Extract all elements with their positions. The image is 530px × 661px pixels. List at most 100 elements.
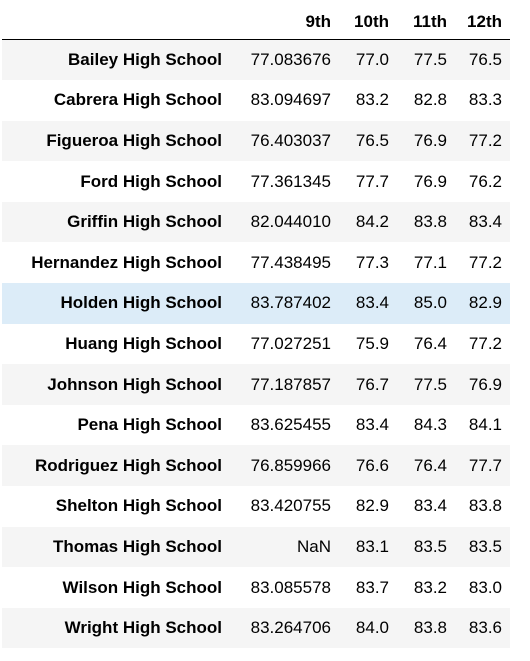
row-index-school: Rodriguez High School — [35, 455, 222, 475]
row-index-school: Pena High School — [77, 415, 222, 435]
cell-11th: 85.0 — [413, 293, 447, 313]
cell-11th: 82.8 — [413, 90, 447, 110]
cell-9th: 83.625455 — [250, 415, 331, 435]
row-index-school: Thomas High School — [52, 536, 222, 556]
row-index-school: Wilson High School — [62, 577, 222, 597]
cell-9th: 83.420755 — [250, 496, 331, 516]
table-header: 9th 10th 11th 12th — [2, 5, 510, 40]
cell-11th: 83.8 — [413, 212, 447, 232]
cell-10th: 83.1 — [355, 536, 389, 556]
cell-11th: 83.8 — [413, 618, 447, 638]
cell-10th: 83.7 — [355, 577, 389, 597]
cell-10th: 84.2 — [355, 212, 389, 232]
cell-11th: 84.3 — [413, 415, 447, 435]
table-row: Johnson High School 77.187857 76.7 77.5 76.9 — [2, 364, 510, 405]
cell-11th: 77.5 — [413, 50, 447, 70]
cell-12th: 83.6 — [468, 618, 502, 638]
cell-12th: 83.3 — [468, 90, 502, 110]
cell-11th: 77.5 — [413, 374, 447, 394]
cell-12th: 82.9 — [468, 293, 502, 313]
table-row: Griffin High School 82.044010 84.2 83.8 83.4 — [2, 201, 510, 243]
cell-9th: 76.859966 — [250, 455, 331, 475]
cell-10th: 84.0 — [355, 618, 389, 638]
table-row: Rodriguez High School 76.859966 76.6 76.4 77… — [2, 445, 510, 487]
row-index-school: Johnson High School — [47, 374, 222, 394]
scores-by-grade-table: 9th 10th 11th 12th Bailey High School 77.… — [2, 5, 510, 649]
cell-10th: 76.7 — [355, 374, 389, 394]
cell-9th: 83.094697 — [250, 90, 331, 110]
cell-9th: 77.083676 — [250, 50, 331, 70]
table-row: Bailey High School 77.083676 77.0 77.5 76.5 — [2, 39, 510, 81]
cell-12th: 83.8 — [468, 496, 502, 516]
cell-12th: 77.2 — [468, 130, 502, 150]
column-header-9th: 9th — [230, 5, 339, 40]
cell-9th: 83.787402 — [250, 293, 331, 313]
cell-10th: 83.4 — [355, 415, 389, 435]
table-row: Shelton High School 83.420755 82.9 83.4 83.8 — [2, 486, 510, 527]
cell-12th: 76.9 — [468, 374, 502, 394]
table-row: Huang High School 77.027251 75.9 76.4 77.2 — [2, 324, 510, 365]
cell-9th: 83.264706 — [250, 618, 331, 638]
cell-9th: 77.027251 — [250, 333, 331, 353]
row-index-school: Griffin High School — [67, 212, 222, 232]
cell-9th: 77.438495 — [250, 252, 331, 272]
cell-11th: 77.1 — [413, 252, 447, 272]
cell-11th: 76.4 — [413, 333, 447, 353]
index-header — [2, 5, 230, 40]
column-header-10th: 10th — [339, 5, 397, 40]
cell-11th: 76.4 — [413, 455, 447, 475]
cell-12th: 83.4 — [468, 212, 502, 232]
cell-12th: 83.5 — [468, 536, 502, 556]
row-index-school: Ford High School — [80, 171, 222, 191]
cell-10th: 77.7 — [355, 171, 389, 191]
table-row: Cabrera High School 83.094697 83.2 82.8 83.3 — [2, 80, 510, 121]
cell-12th: 84.1 — [468, 415, 502, 435]
cell-10th: 75.9 — [355, 333, 389, 353]
row-index-school: Cabrera High School — [53, 90, 222, 110]
header-row: 9th 10th 11th 12th — [2, 5, 510, 40]
row-index-school: Huang High School — [65, 333, 222, 353]
cell-12th: 76.5 — [468, 50, 502, 70]
cell-10th: 82.9 — [355, 496, 389, 516]
row-index-school: Shelton High School — [55, 496, 222, 516]
cell-11th: 76.9 — [413, 130, 447, 150]
cell-12th: 77.7 — [468, 455, 502, 475]
cell-10th: 83.2 — [355, 90, 389, 110]
table-row: Wright High School 83.264706 84.0 83.8 83.6 — [2, 607, 510, 649]
cell-11th: 83.5 — [413, 536, 447, 556]
cell-9th: NaN — [296, 536, 331, 556]
cell-10th: 77.3 — [355, 252, 389, 272]
row-index-school: Holden High School — [60, 293, 223, 313]
cell-12th: 76.2 — [468, 171, 502, 191]
cell-12th: 77.2 — [468, 333, 502, 353]
cell-11th: 83.4 — [413, 496, 447, 516]
table-body: Bailey High School 77.083676 77.0 77.5 76.5 C… — [2, 39, 510, 649]
table-row: Hernandez High School 77.438495 77.3 77.1 77… — [2, 242, 510, 283]
table-row: Figueroa High School 76.403037 76.5 76.9 77.… — [2, 120, 510, 162]
column-header-11th: 11th — [397, 5, 455, 40]
cell-10th: 76.5 — [355, 130, 389, 150]
column-header-12th: 12th — [455, 5, 510, 40]
table-row: Ford High School 77.361345 77.7 76.9 76.2 — [2, 161, 510, 202]
cell-9th: 82.044010 — [250, 212, 331, 232]
cell-11th: 83.2 — [413, 577, 447, 597]
cell-9th: 83.085578 — [250, 577, 331, 597]
cell-11th: 76.9 — [413, 171, 447, 191]
cell-12th: 83.0 — [468, 577, 502, 597]
table-row: Holden High School 83.787402 83.4 85.0 82.9 — [2, 283, 510, 324]
cell-10th: 77.0 — [355, 50, 389, 70]
row-index-school: Hernandez High School — [31, 252, 222, 272]
table-row: Wilson High School 83.085578 83.7 83.2 83.0 — [2, 567, 510, 608]
cell-9th: 76.403037 — [250, 130, 331, 150]
cell-9th: 77.361345 — [250, 171, 331, 191]
table-row: Thomas High School NaN 83.1 83.5 83.5 — [2, 526, 510, 568]
row-index-school: Bailey High School — [68, 50, 222, 70]
table-row: Pena High School 83.625455 83.4 84.3 84.1 — [2, 405, 510, 446]
cell-10th: 76.6 — [355, 455, 389, 475]
cell-10th: 83.4 — [355, 293, 389, 313]
row-index-school: Figueroa High School — [46, 130, 222, 150]
cell-9th: 77.187857 — [250, 374, 331, 394]
cell-12th: 77.2 — [468, 252, 502, 272]
row-index-school: Wright High School — [64, 618, 222, 638]
